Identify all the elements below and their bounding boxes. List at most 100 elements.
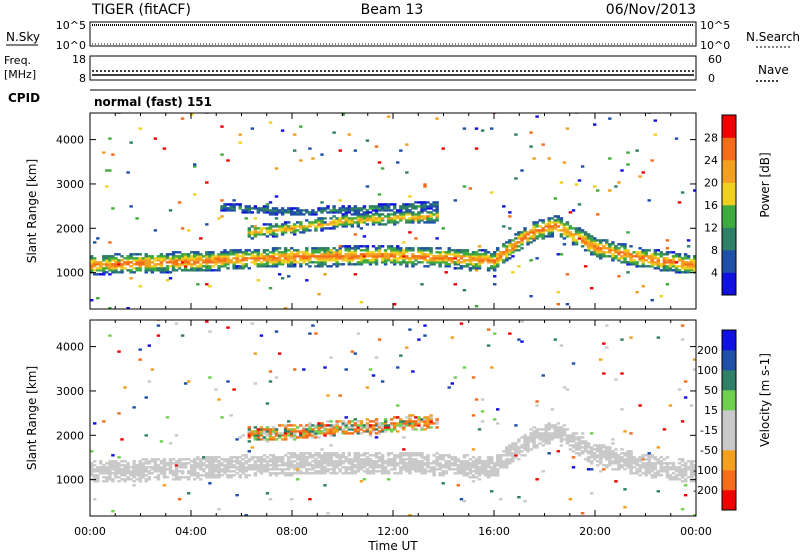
cpid-label: CPID (8, 91, 40, 105)
range-gate-cell (277, 434, 282, 437)
range-gate-cell (608, 255, 612, 258)
range-gate-cell (414, 452, 418, 455)
range-gate-cell (265, 249, 270, 252)
range-gate-cell (362, 245, 367, 248)
range-gate-cell (408, 466, 412, 469)
colorbar-tick-label: 100 (697, 364, 718, 377)
range-gate-cell (399, 255, 403, 258)
range-gate-cell (323, 434, 327, 437)
range-gate-cell (332, 430, 336, 433)
range-gate-cell (250, 225, 255, 228)
range-gate-cell (268, 458, 273, 461)
range-gate-cell (174, 269, 179, 272)
range-gate-cell (414, 458, 418, 461)
range-gate-cell (529, 235, 533, 238)
range-gate-cell (429, 257, 433, 260)
range-gate-cell (374, 249, 379, 252)
range-gate-cell (280, 468, 285, 471)
range-gate-cell (147, 472, 152, 475)
range-gate-cell (326, 468, 330, 471)
range-gate-cell (520, 233, 524, 236)
range-gate-cell (217, 253, 221, 256)
range-gate-cell (132, 470, 136, 473)
range-gate-cell (274, 225, 279, 228)
range-gate-cell (359, 464, 364, 467)
range-gate-cell (383, 470, 388, 473)
range-gate-cell (332, 263, 336, 266)
range-gate-cell (411, 458, 415, 461)
range-gate-cell (93, 269, 97, 272)
range-gate-cell (583, 448, 588, 451)
range-gate-cell (665, 265, 670, 268)
range-gate-cell (229, 476, 233, 479)
range-gate-cell (320, 253, 324, 256)
range-gate-cell (305, 249, 309, 252)
range-gate-cell (283, 474, 288, 477)
range-gate-cell (432, 454, 436, 457)
range-gate-cell (144, 255, 148, 258)
range-gate-cell (602, 245, 606, 248)
range-gate-cell (93, 257, 97, 260)
range-gate-cell (535, 404, 539, 407)
range-gate-cell (483, 249, 488, 252)
range-gate-cell (229, 466, 233, 469)
range-gate-cell (459, 257, 464, 260)
range-gate-cell (517, 249, 521, 252)
range-gate-cell (617, 247, 621, 250)
range-gate-cell (396, 217, 400, 220)
range-gate-cell (271, 436, 276, 439)
range-gate-cell (462, 255, 467, 258)
range-gate-cell (314, 452, 318, 455)
range-gate-cell (574, 233, 579, 236)
range-gate-cell (596, 456, 600, 459)
range-gate-cell (320, 209, 324, 212)
range-gate-cell (262, 428, 267, 431)
range-gate-cell (505, 249, 509, 252)
range-gate-cell (429, 420, 433, 423)
range-gate-cell (571, 450, 576, 453)
range-gate-cell (480, 468, 485, 471)
range-gate-cell (517, 496, 521, 499)
range-gate-cell (202, 464, 206, 467)
range-gate-cell (626, 151, 630, 154)
range-gate-cell (253, 263, 258, 266)
range-gate-cell (602, 450, 606, 453)
range-gate-cell (559, 219, 564, 222)
range-gate-cell (371, 259, 376, 262)
range-gate-cell (577, 237, 582, 240)
range-gate-cell (405, 462, 409, 465)
range-gate-cell (326, 247, 330, 250)
range-gate-cell (377, 452, 382, 455)
range-gate-cell (129, 255, 133, 258)
range-gate-cell (311, 221, 315, 224)
range-gate-cell (329, 211, 333, 214)
range-gate-cell (659, 474, 664, 477)
range-gate-cell (559, 426, 564, 429)
range-gate-cell (671, 251, 676, 254)
range-gate-cell (405, 464, 409, 467)
range-gate-cell (408, 462, 412, 465)
range-gate-cell (408, 217, 412, 220)
range-gate-cell (323, 456, 327, 459)
range-gate-cell (490, 259, 494, 262)
range-gate-cell (259, 456, 264, 459)
range-gate-cell (226, 259, 230, 262)
range-gate-cell (174, 255, 179, 258)
range-gate-cell (405, 221, 409, 224)
range-gate-cell (308, 424, 312, 427)
range-gate-cell (293, 261, 297, 264)
range-gate-cell (250, 458, 255, 461)
range-gate-cell (135, 267, 139, 270)
colorbar-tick-label: 28 (704, 132, 718, 145)
range-gate-cell (556, 450, 561, 453)
range-gate-cell (108, 273, 112, 276)
range-gate-cell (277, 460, 282, 463)
range-gate-cell (408, 247, 412, 250)
range-gate-cell (362, 205, 367, 208)
range-gate-cell (635, 265, 639, 268)
range-gate-cell (326, 470, 330, 473)
range-gate-cell (626, 464, 630, 467)
range-gate-cell (632, 456, 636, 459)
range-gate-cell (553, 219, 558, 222)
range-gate-cell (235, 494, 239, 497)
